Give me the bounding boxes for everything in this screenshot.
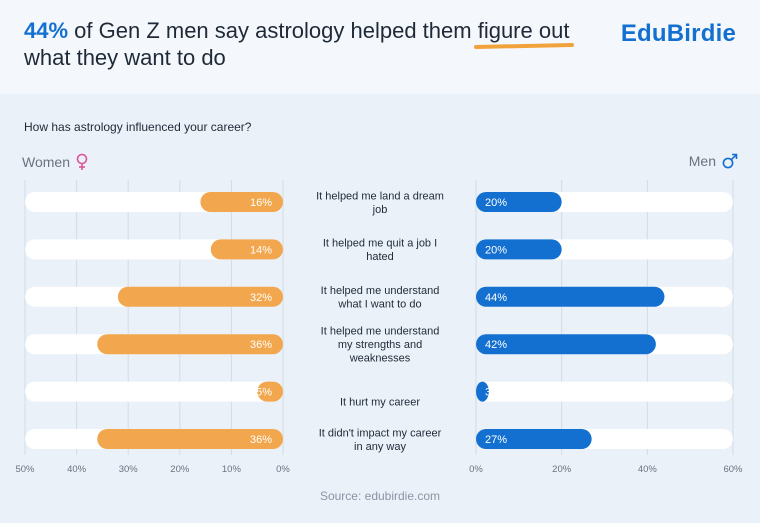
source-note: Source: edubirdie.com <box>319 489 441 503</box>
headline-text-end: what they want to do <box>24 45 226 70</box>
men-value-label: 42% <box>485 339 507 351</box>
category-label: It helped me land a dream job <box>316 190 444 216</box>
men-bar <box>476 381 489 402</box>
edubirdie-logo[interactable]: EduBirdie <box>620 20 736 47</box>
headline-percentage: 44% <box>24 18 69 43</box>
men-bar <box>476 192 562 212</box>
women-bar <box>257 381 283 402</box>
men-bar <box>476 429 592 449</box>
women-bar <box>97 334 284 355</box>
women-value-label: 36% <box>250 434 272 446</box>
women-tick-label: 30% <box>119 464 139 475</box>
women-value-label: 16% <box>250 197 272 209</box>
men-tick-label: 20% <box>552 464 572 475</box>
women-label: Women <box>22 154 70 170</box>
category-label: It hurt my career <box>340 397 420 409</box>
women-bar <box>97 429 284 449</box>
category-label-line: in any way <box>354 441 406 453</box>
women-value-label: 14% <box>250 244 272 256</box>
men-value-label: 27% <box>485 434 507 446</box>
men-bar <box>476 334 656 355</box>
women-tick-label: 0% <box>276 464 290 475</box>
women-value-label: 32% <box>250 292 272 304</box>
category-label-line: what I want to do <box>337 299 421 311</box>
men-value-label: 20% <box>485 244 507 256</box>
category-label-line: hated <box>366 251 394 263</box>
men-bar-track <box>476 381 733 402</box>
women-value-label: 5% <box>256 387 272 399</box>
headline-text: of Gen Z men say astrology helped them <box>68 18 478 43</box>
women-bar <box>200 192 283 212</box>
women-legend: Women <box>22 153 88 171</box>
category-label-line: It helped me quit a job I <box>323 238 437 250</box>
men-tick-label: 0% <box>469 464 483 475</box>
headline-underlined-text: figure out <box>477 18 570 43</box>
category-label-line: weaknesses <box>349 353 411 365</box>
men-value-label: 3% <box>485 387 501 399</box>
male-symbol-icon <box>722 153 738 169</box>
women-tick-label: 40% <box>67 464 87 475</box>
women-bar-track <box>25 381 283 402</box>
category-label: It helped me understand what I want to do <box>321 285 440 311</box>
men-label: Men <box>688 153 716 169</box>
men-value-label: 44% <box>485 292 507 304</box>
men-tick-label: 60% <box>723 464 743 475</box>
men-legend: Men <box>689 153 738 169</box>
men-bar <box>476 239 562 260</box>
category-label-line: my strengths and <box>338 339 422 351</box>
female-symbol-icon <box>76 153 88 171</box>
women-value-label: 36% <box>250 339 272 351</box>
category-label-line: It helped me land a dream <box>316 190 444 202</box>
women-tick-label: 10% <box>222 464 242 475</box>
category-label: It didn't impact my career in any way <box>319 427 442 453</box>
header-banner: 44% of Gen Z men say astrology helped th… <box>0 0 760 94</box>
category-label-line: It didn't impact my career <box>319 427 442 439</box>
category-label-line: It helped me understand <box>321 285 440 297</box>
category-label-line: It hurt my career <box>340 397 420 409</box>
category-label-line: It helped me understand <box>321 326 440 338</box>
category-label: It helped me understand my strengths and w… <box>321 326 440 365</box>
headline: 44% of Gen Z men say astrology helped th… <box>24 17 584 71</box>
men-tick-label: 40% <box>638 464 658 475</box>
men-value-label: 20% <box>485 197 507 209</box>
women-bar <box>117 286 283 307</box>
women-bar <box>210 239 283 260</box>
men-bar <box>476 286 665 307</box>
women-tick-label: 20% <box>170 464 190 475</box>
chart-title: How has astrology influenced your career… <box>24 120 252 134</box>
category-label-line: job <box>372 204 388 216</box>
women-tick-label: 50% <box>15 464 35 475</box>
